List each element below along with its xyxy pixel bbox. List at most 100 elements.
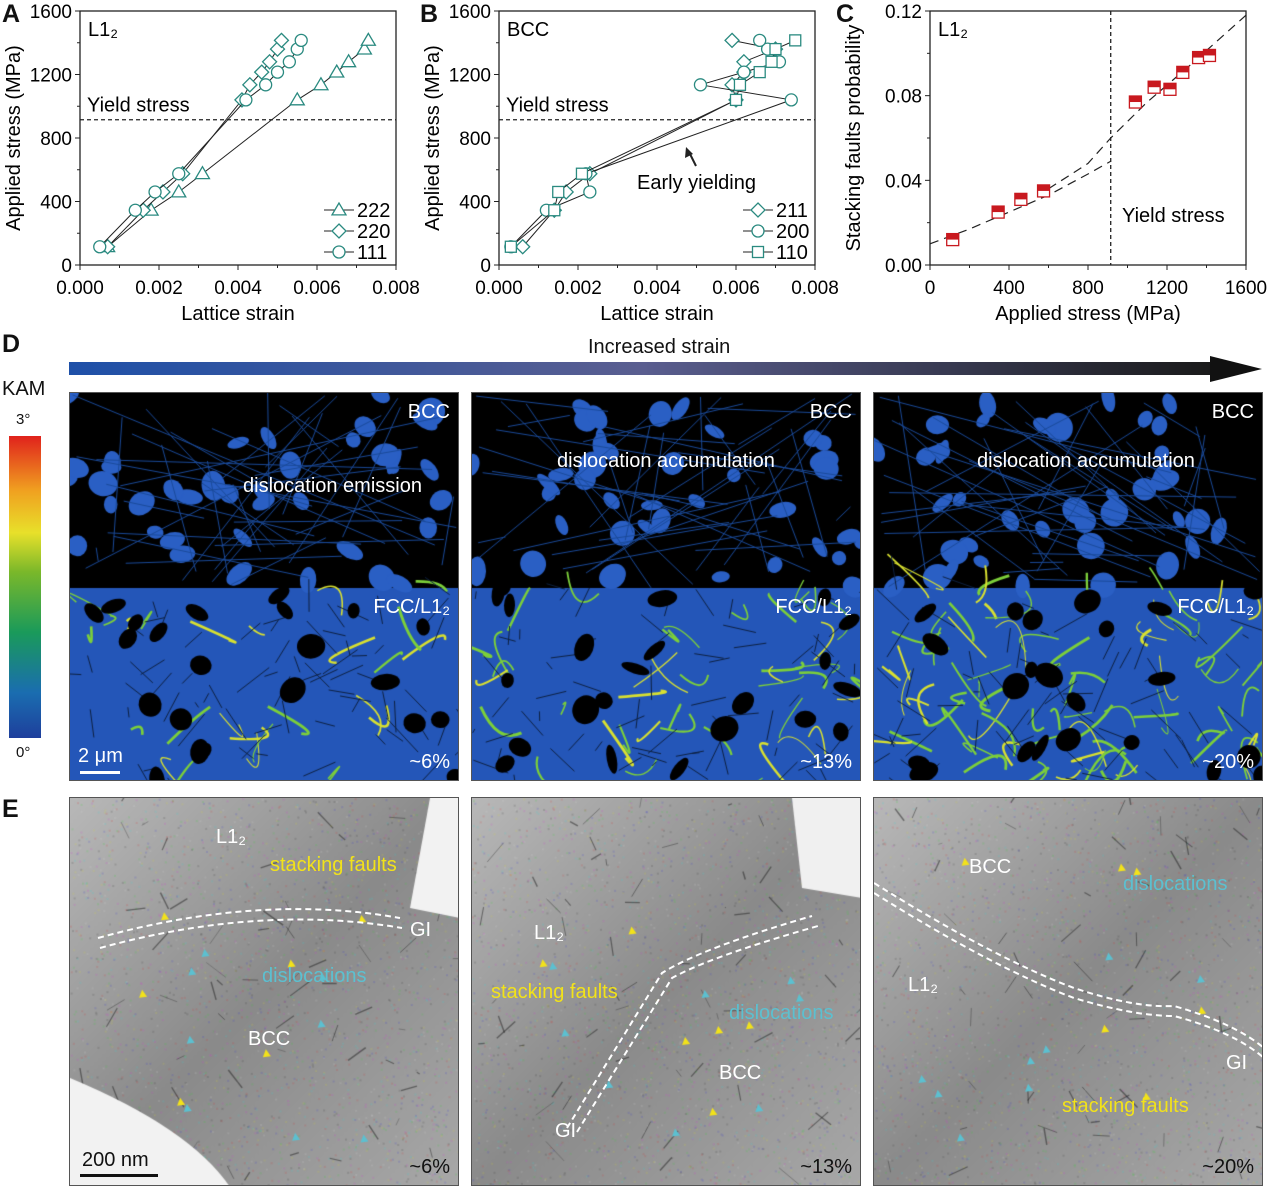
- y-tick-label: 0.12: [885, 2, 922, 23]
- bcc-label: BCC: [248, 1028, 291, 1050]
- data-point-fill: [992, 206, 1005, 213]
- strain-label: ~13%: [800, 1156, 852, 1178]
- x-tick-label: 0.000: [475, 278, 523, 299]
- legend-marker: [751, 224, 765, 238]
- fit-line: [929, 160, 1112, 245]
- scale-bar-label: 2 μm: [78, 745, 123, 767]
- tem-image-6: L1₂ stacking faults GI dislocations BCC …: [69, 797, 459, 1186]
- x-tick-label: 0.004: [214, 278, 262, 299]
- data-point: [261, 53, 278, 70]
- gi-label: GI: [1226, 1052, 1248, 1074]
- strain-label: ~20%: [1202, 1156, 1254, 1178]
- y-tick-label: 1600: [449, 2, 491, 23]
- data-point: [340, 53, 357, 68]
- tem-image-20: BCC dislocations L1₂ GI stacking faults …: [873, 797, 1263, 1186]
- data-point: [273, 32, 290, 49]
- data-point: [239, 93, 253, 107]
- x-tick-label: 0.002: [135, 278, 183, 299]
- panel-letter-e: E: [2, 795, 19, 823]
- x-tick-label: 0.008: [372, 278, 420, 299]
- x-tick-label: 1200: [1146, 278, 1188, 299]
- gi-boundary: [97, 908, 403, 949]
- chart-a: 0.000 0.002 0.004 0.006 0.008 0 400 800 1200 1600…: [3, 2, 420, 325]
- annotation: dislocation emission: [243, 475, 422, 497]
- data-point: [548, 204, 561, 217]
- data-point: [693, 78, 708, 92]
- data-point: [172, 167, 186, 181]
- x-tick-label: 0.006: [712, 278, 760, 299]
- data-point: [552, 185, 565, 199]
- data-point: [148, 185, 162, 199]
- data-point: [258, 78, 273, 92]
- y-tick-label: 0.00: [885, 256, 922, 277]
- panel-letter-a: A: [2, 0, 21, 28]
- series-111: [93, 33, 308, 254]
- x-tick-label: 0.008: [791, 278, 839, 299]
- y-tick-label: 800: [40, 129, 72, 150]
- data-point: [253, 64, 270, 81]
- series-line: [99, 40, 302, 248]
- stacking-faults-label: stacking faults: [1062, 1095, 1189, 1117]
- data-point-fill: [1037, 184, 1050, 191]
- legend-label: 222: [357, 200, 390, 222]
- data-point: [328, 63, 345, 78]
- data-point-fill: [1129, 96, 1142, 103]
- gi-boundary: [566, 915, 819, 1133]
- ebsd-map-6: BCC dislocation emission FCC/L1₂ 2 μm ~6…: [69, 392, 459, 781]
- strain-label: ~6%: [409, 751, 450, 773]
- x-tick-label: 0.000: [56, 278, 104, 299]
- x-tick-label: 400: [993, 278, 1025, 299]
- series-110: [504, 34, 802, 253]
- legend-marker: [750, 202, 766, 218]
- data-point: [289, 91, 306, 106]
- yield-label: Yield stress: [1122, 205, 1225, 227]
- data-point: [753, 33, 767, 48]
- annotation-arrowhead: [685, 147, 693, 158]
- gi-label: GI: [555, 1120, 577, 1142]
- bcc-label: BCC: [719, 1062, 762, 1084]
- data-point: [765, 55, 778, 68]
- fcc-label: FCC/L1₂: [373, 596, 450, 618]
- series-line: [510, 39, 796, 248]
- yield-label: Yield stress: [87, 95, 190, 117]
- data-point: [360, 32, 377, 46]
- data-point-fill: [1176, 66, 1189, 73]
- data-point: [241, 76, 258, 93]
- stacking-faults-label: stacking faults: [491, 981, 618, 1003]
- kam-min: 0°: [16, 744, 31, 761]
- y-axis-title: Applied stress (MPa): [422, 45, 444, 231]
- phase-label: BCC: [507, 19, 549, 41]
- strain-arrowhead: [1210, 356, 1262, 382]
- x-axis-title: Applied stress (MPa): [995, 303, 1181, 325]
- data-point: [575, 167, 589, 180]
- data-point: [784, 93, 798, 107]
- l12-label: L1₂: [216, 826, 247, 848]
- x-tick-label: 0: [925, 278, 936, 299]
- strain-label: ~20%: [1202, 751, 1254, 773]
- strain-label: ~6%: [409, 1156, 450, 1178]
- ebsd-map-13: BCC dislocation accumulation FCC/L1₂ ~13…: [471, 392, 861, 781]
- data-point: [514, 238, 531, 255]
- data-point: [312, 76, 330, 91]
- annotation-early-yielding: Early yielding: [637, 172, 756, 194]
- annotation: dislocation accumulation: [977, 450, 1195, 472]
- data-point-fill: [1203, 49, 1216, 56]
- data-point: [737, 65, 751, 79]
- y-tick-label: 0.04: [885, 171, 922, 192]
- data-point-fill: [946, 233, 959, 240]
- data-point-fill: [1014, 193, 1027, 200]
- data-point: [583, 185, 597, 199]
- x-tick-label: 0.004: [633, 278, 681, 299]
- y-tick-label: 800: [459, 129, 491, 150]
- l12-label: L1₂: [908, 974, 939, 996]
- charts-row: 0.000 0.002 0.004 0.006 0.008 0 400 800 1200 1600…: [3, 2, 1267, 325]
- fit-line: [1048, 14, 1247, 190]
- data-point: [128, 203, 142, 217]
- data-point: [93, 240, 107, 254]
- phase-label: L1₂: [88, 19, 118, 41]
- y-axis-title: Stacking faults probability: [843, 25, 865, 252]
- y-tick-label: 0.08: [885, 87, 922, 108]
- x-tick-label: 0.002: [554, 278, 602, 299]
- annotation: dislocation accumulation: [557, 450, 775, 472]
- legend-label: 211: [776, 200, 808, 222]
